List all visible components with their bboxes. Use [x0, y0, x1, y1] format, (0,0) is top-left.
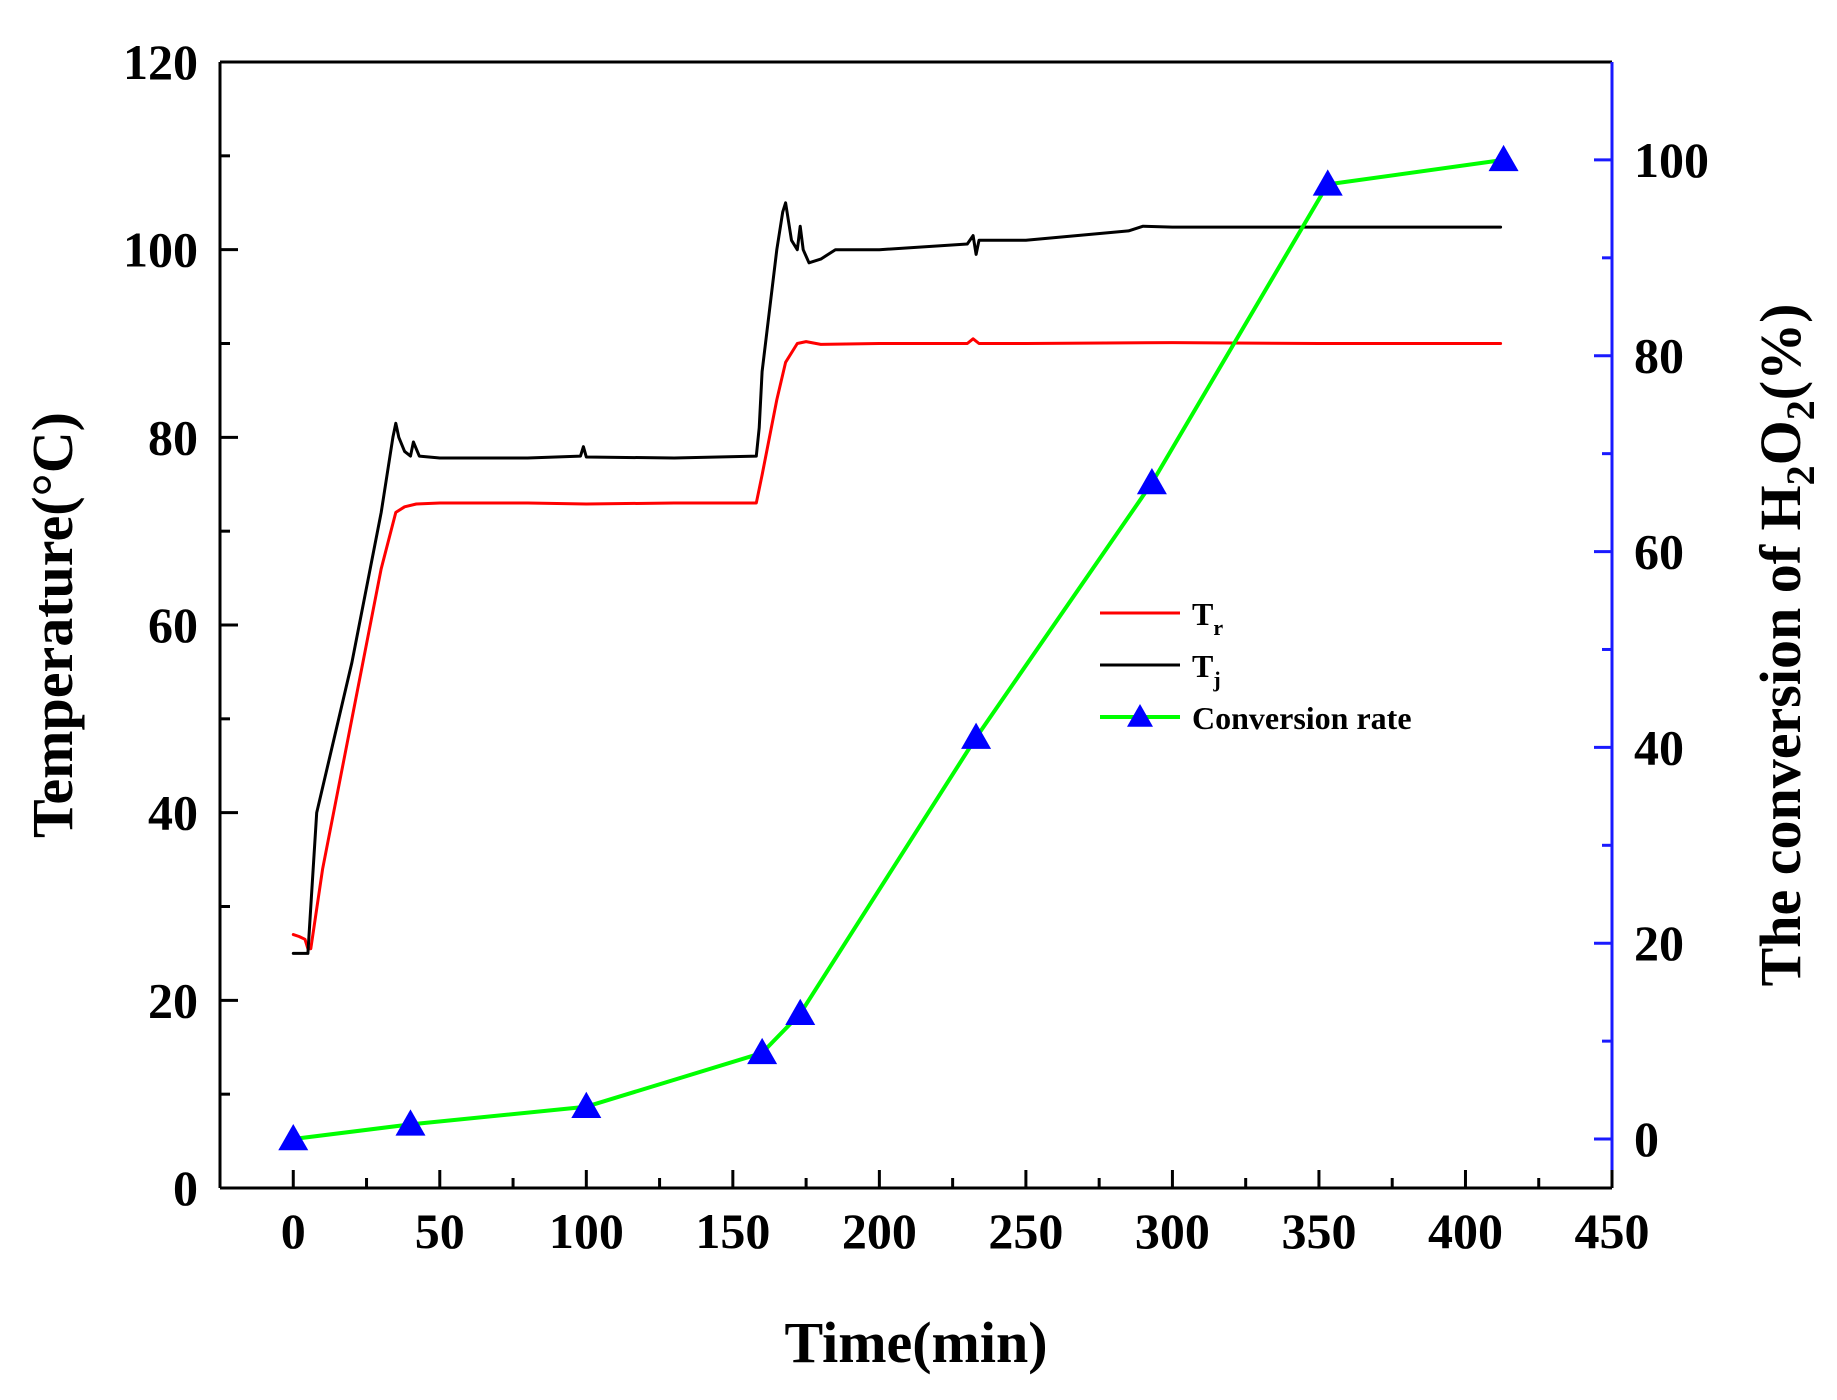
legend-label-sub: r: [1213, 615, 1223, 640]
legend-marker: [1127, 704, 1153, 727]
markers-layer: [278, 144, 1519, 1151]
x-axis-title: Time(min): [784, 1310, 1047, 1375]
y2-tick-label: 80: [1634, 328, 1684, 384]
y2-axis-title: The conversion of H2O2(%): [1748, 304, 1823, 987]
series-line-2: [291, 201, 1503, 955]
x-tick-label: 400: [1428, 1203, 1503, 1259]
x-tick-label: 0: [281, 1203, 306, 1259]
y-tick-label: 120: [123, 34, 198, 90]
legend-label-1: Tr: [1192, 596, 1223, 640]
y2-tick-label: 40: [1634, 719, 1684, 775]
conversion-marker: [278, 1124, 309, 1151]
y-tick-label: 40: [148, 785, 198, 841]
x-tick-label: 50: [415, 1203, 465, 1259]
x-tick-label: 450: [1575, 1203, 1650, 1259]
legend-label-main: T: [1192, 596, 1213, 632]
y-tick-label: 80: [148, 409, 198, 465]
x-tick-label: 150: [695, 1203, 770, 1259]
y2-title-subscript: 2: [1778, 400, 1823, 420]
legend-label-2: Tj: [1192, 648, 1221, 692]
y-axis-title: Temperature(°C): [20, 412, 85, 838]
y2-tick-label: 60: [1634, 524, 1684, 580]
x-tick-label: 200: [842, 1203, 917, 1259]
y2-title-subscript: 2: [1778, 465, 1823, 485]
legend-label-main: T: [1192, 648, 1213, 684]
legend-label-3: Conversion rate: [1192, 700, 1412, 736]
x-tick-label: 250: [988, 1203, 1063, 1259]
y-tick-label: 100: [123, 222, 198, 278]
legend-label-sub: j: [1212, 667, 1220, 692]
x-tick-label: 350: [1281, 1203, 1356, 1259]
series-line-1: [291, 337, 1503, 951]
y2-title-part: O: [1748, 420, 1813, 465]
y-tick-label: 0: [173, 1160, 198, 1216]
conversion-marker: [1488, 144, 1519, 172]
axes-layer: 0 50 100 150 200 250 300 350 400 4500204060801001…: [123, 34, 1709, 1259]
conversion-marker: [395, 1109, 426, 1136]
conversion-marker: [1136, 468, 1167, 495]
y-tick-label: 60: [148, 597, 198, 653]
y2-title-part: (%): [1748, 304, 1813, 401]
conversion-marker: [1312, 169, 1343, 196]
conversion-marker: [785, 998, 816, 1025]
axis-titles: Time(min) Temperature(°C) The conversion o…: [20, 304, 1823, 1375]
legend-label-main: Conversion rate: [1192, 700, 1412, 736]
y2-title-part: The conversion of H: [1748, 485, 1813, 986]
conversion-marker: [961, 722, 992, 749]
conversion-marker: [747, 1037, 778, 1065]
y2-tick-label: 0: [1634, 1111, 1659, 1167]
series-line-3: [291, 157, 1506, 1141]
x-tick-label: 100: [549, 1203, 624, 1259]
conversion-marker: [571, 1091, 602, 1118]
series-lines-layer: [291, 157, 1506, 1141]
y2-tick-label: 100: [1634, 132, 1709, 188]
y2-tick-label: 20: [1634, 915, 1684, 971]
y-tick-label: 20: [148, 972, 198, 1028]
x-tick-label: 300: [1135, 1203, 1210, 1259]
